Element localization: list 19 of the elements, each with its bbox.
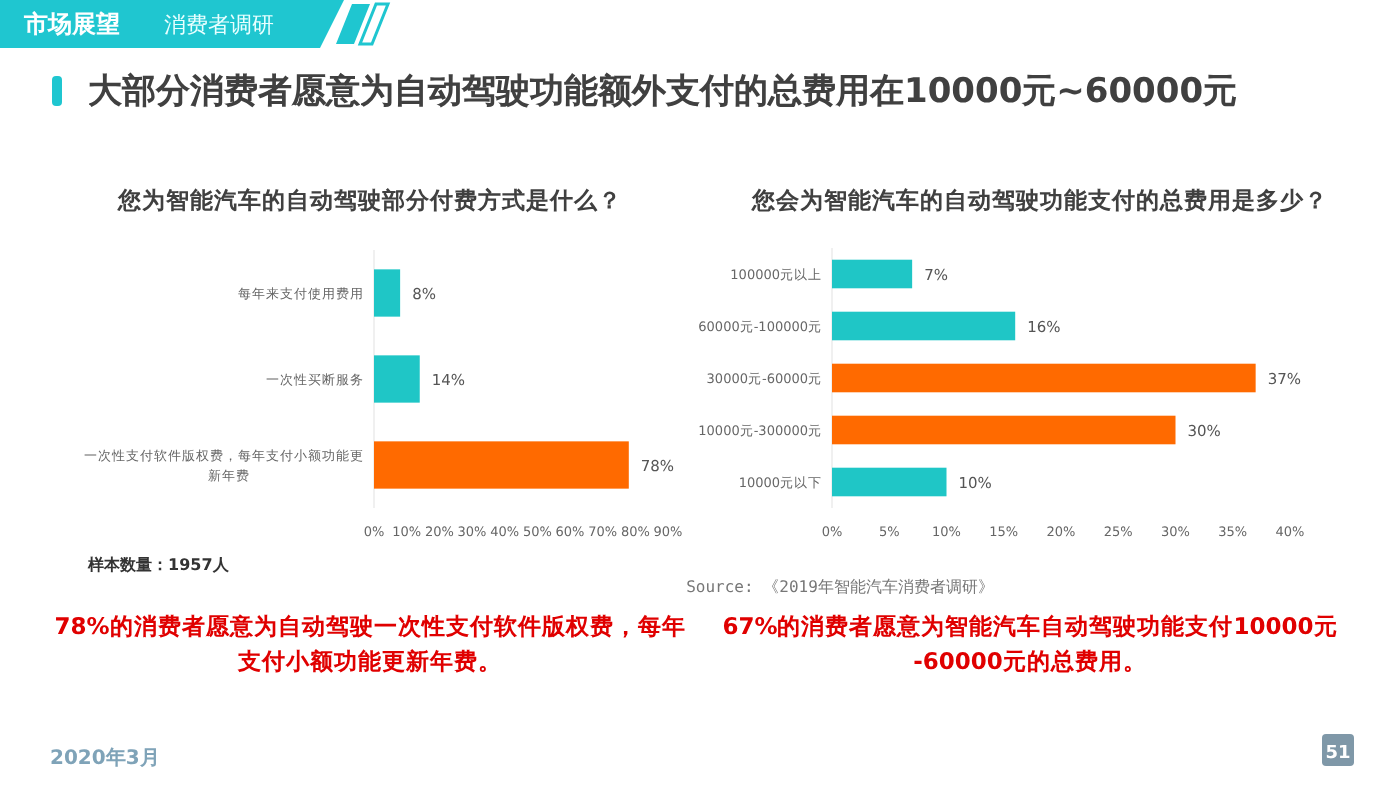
text: 67%的消费者愿意为智能汽车自动驾驶功能支付10000元-60000元的总费用。 [722, 612, 1338, 675]
text: 样本数量：1957人 [86, 556, 231, 574]
bar [832, 363, 1256, 393]
text: 市场展望 [22, 10, 120, 38]
chart-title: 您为智能汽车的自动驾驶部分付费方式是什么？ [116, 186, 622, 214]
text: 大部分消费者愿意为自动驾驶功能额外支付的总费用在10000元~60000元 [88, 72, 1238, 112]
bar [832, 415, 1176, 445]
text: 2020年3月 [50, 746, 160, 770]
chart-title: 您会为智能汽车的自动驾驶功能支付的总费用是多少？ [750, 186, 1328, 214]
bar [374, 355, 420, 403]
bar [374, 441, 629, 489]
text: 78%的消费者愿意为自动驾驶一次性支付软件版权费，每年支付小额功能更新年费。 [54, 612, 686, 675]
source-note: Source: 《2019年智能汽车消费者调研》 [686, 578, 994, 596]
bar [832, 259, 913, 289]
text: 消费者调研 [164, 12, 274, 38]
text: 51 [1325, 744, 1351, 764]
bar [832, 467, 947, 497]
bar [832, 311, 1016, 341]
bar [374, 269, 401, 317]
